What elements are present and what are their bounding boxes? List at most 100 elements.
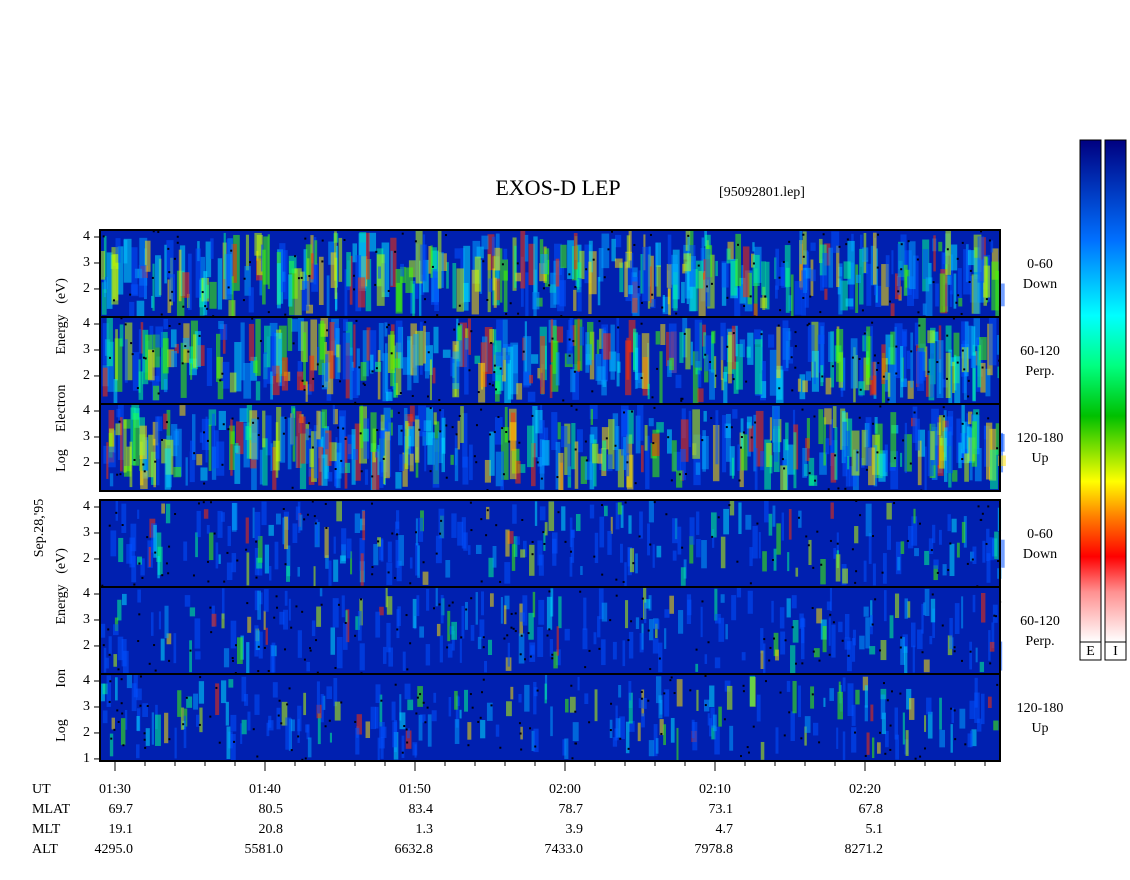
texture-dot xyxy=(514,612,517,615)
texture-dot xyxy=(309,649,312,652)
texture-cell xyxy=(913,255,919,299)
texture-cell xyxy=(259,592,263,605)
texture-dot xyxy=(889,748,892,751)
texture-cell xyxy=(837,691,843,720)
texture-cell xyxy=(628,631,634,659)
y-tick-label: 1 xyxy=(83,751,90,766)
texture-dot xyxy=(607,248,610,251)
texture-cell xyxy=(334,462,337,486)
texture-cell xyxy=(219,324,228,340)
texture-cell xyxy=(809,475,818,486)
texture-dot xyxy=(115,511,118,514)
texture-cell xyxy=(889,615,894,639)
texture-cell xyxy=(577,278,582,312)
texture-cell xyxy=(334,257,338,299)
texture-cell xyxy=(291,319,298,332)
texture-cell xyxy=(241,719,247,735)
texture-dot xyxy=(460,636,463,639)
texture-dot xyxy=(551,653,554,656)
texture-cell xyxy=(155,255,161,297)
texture-cell xyxy=(878,453,886,482)
texture-cell xyxy=(122,419,131,429)
texture-dot xyxy=(387,289,390,292)
texture-cell xyxy=(862,676,869,691)
texture-dot xyxy=(598,647,601,650)
texture-cell xyxy=(725,413,731,462)
texture-dot xyxy=(514,630,517,633)
x-tick-label: 02:10 xyxy=(699,782,731,797)
texture-cell xyxy=(248,287,254,313)
texture-dot xyxy=(354,720,357,723)
texture-dot xyxy=(961,458,964,461)
texture-cell xyxy=(110,530,117,557)
texture-dot xyxy=(710,417,713,420)
texture-dot xyxy=(829,539,832,542)
texture-cell xyxy=(431,710,437,722)
texture-cell xyxy=(112,254,119,301)
texture-cell xyxy=(963,249,971,295)
texture-cell xyxy=(523,371,530,388)
texture-dot xyxy=(717,516,720,519)
texture-cell xyxy=(254,590,259,611)
texture-cell xyxy=(986,528,990,562)
texture-cell xyxy=(885,334,893,365)
texture-dot xyxy=(791,389,794,392)
texture-cell xyxy=(689,536,694,564)
texture-cell xyxy=(341,595,345,618)
texture-dot xyxy=(634,482,637,485)
texture-cell xyxy=(226,239,231,296)
texture-dot xyxy=(436,314,439,317)
texture-cell xyxy=(306,661,310,672)
texture-dot xyxy=(749,295,752,298)
texture-dot xyxy=(705,285,708,288)
texture-dot xyxy=(360,470,363,473)
texture-cell xyxy=(863,606,869,617)
texture-cell xyxy=(285,717,291,750)
texture-cell xyxy=(567,240,575,279)
texture-cell xyxy=(506,355,510,364)
texture-dot xyxy=(637,285,640,288)
texture-cell xyxy=(409,557,413,569)
texture-cell xyxy=(616,318,620,361)
texture-cell xyxy=(151,295,154,308)
texture-cell xyxy=(804,267,812,279)
texture-dot xyxy=(120,678,123,681)
texture-cell xyxy=(752,242,755,252)
texture-cell xyxy=(467,545,471,555)
texture-dot xyxy=(771,559,774,562)
texture-cell xyxy=(637,404,644,441)
texture-cell xyxy=(539,506,546,521)
texture-cell xyxy=(963,516,967,548)
texture-cell xyxy=(375,611,381,638)
texture-dot xyxy=(406,741,409,744)
texture-cell xyxy=(723,508,730,535)
texture-cell xyxy=(539,439,545,490)
texture-dot xyxy=(171,290,174,293)
texture-cell xyxy=(504,406,508,443)
texture-cell xyxy=(735,233,742,287)
texture-dot xyxy=(529,655,532,658)
texture-cell xyxy=(392,721,398,748)
texture-cell xyxy=(720,594,725,603)
texture-dot xyxy=(490,342,493,345)
texture-dot xyxy=(794,345,797,348)
texture-cell xyxy=(164,605,169,639)
texture-cell xyxy=(333,559,339,582)
texture-cell xyxy=(946,416,954,474)
texture-cell xyxy=(273,440,280,471)
texture-dot xyxy=(592,258,595,261)
texture-cell xyxy=(611,238,616,262)
texture-cell xyxy=(900,541,905,554)
texture-cell xyxy=(824,408,832,425)
texture-cell xyxy=(631,277,638,298)
texture-cell xyxy=(377,737,380,761)
texture-dot xyxy=(377,540,380,543)
texture-cell xyxy=(961,404,965,454)
texture-cell xyxy=(374,706,379,729)
texture-cell xyxy=(752,525,758,559)
texture-dot xyxy=(630,410,633,413)
texture-cell xyxy=(793,432,797,489)
texture-dot xyxy=(651,396,654,399)
texture-cell xyxy=(924,588,930,617)
texture-cell xyxy=(507,642,511,667)
